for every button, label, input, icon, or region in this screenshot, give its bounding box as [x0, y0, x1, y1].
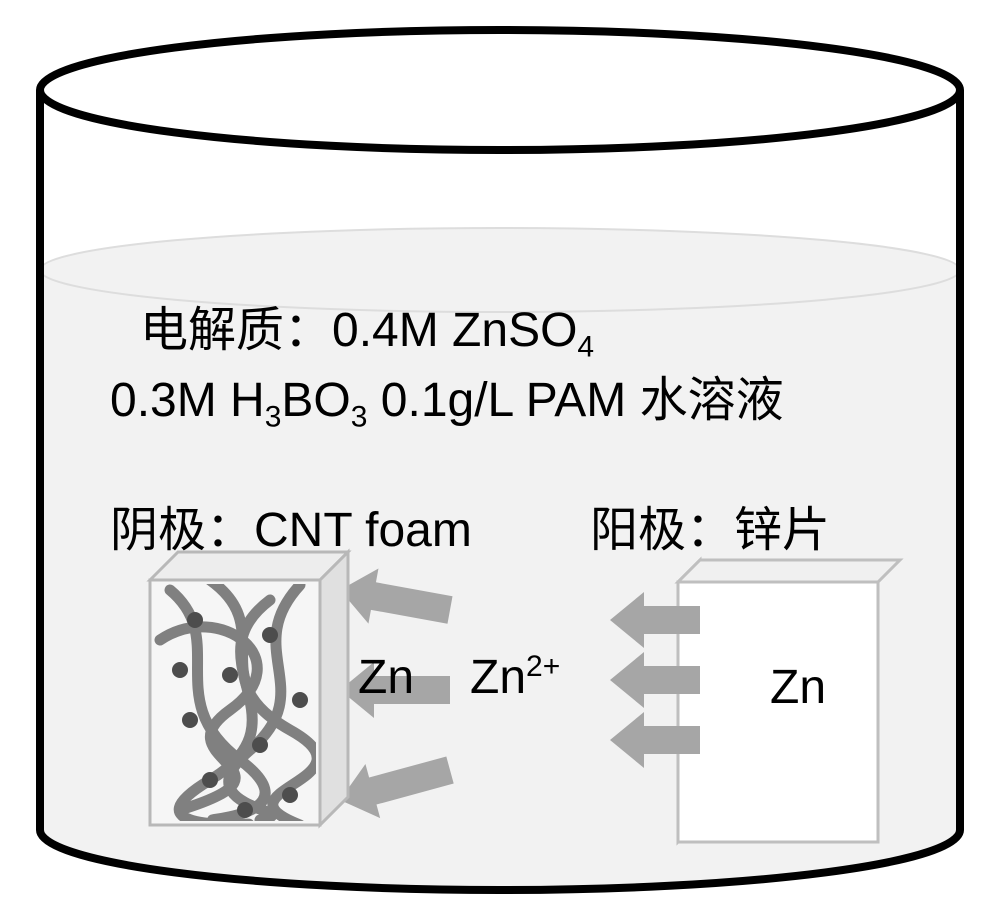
- zn-left-label: Zn: [358, 650, 414, 705]
- electrolyte-line1: 电解质：0.4M ZnSO4: [140, 290, 594, 365]
- diagram-root: 电解质：0.4M ZnSO4 0.3M H3BO3 0.1g/L PAM 水溶液…: [0, 0, 1000, 907]
- electrolyte-line2: 0.3M H3BO3 0.1g/L PAM 水溶液: [110, 360, 784, 435]
- zn-ion-label: Zn2+: [470, 650, 560, 705]
- diagram-svg: [0, 0, 1000, 907]
- zn-right-label: Zn: [770, 660, 826, 715]
- anode-label: 阳极：锌片: [590, 490, 830, 560]
- cathode-label: 阴极：CNT foam: [110, 490, 472, 560]
